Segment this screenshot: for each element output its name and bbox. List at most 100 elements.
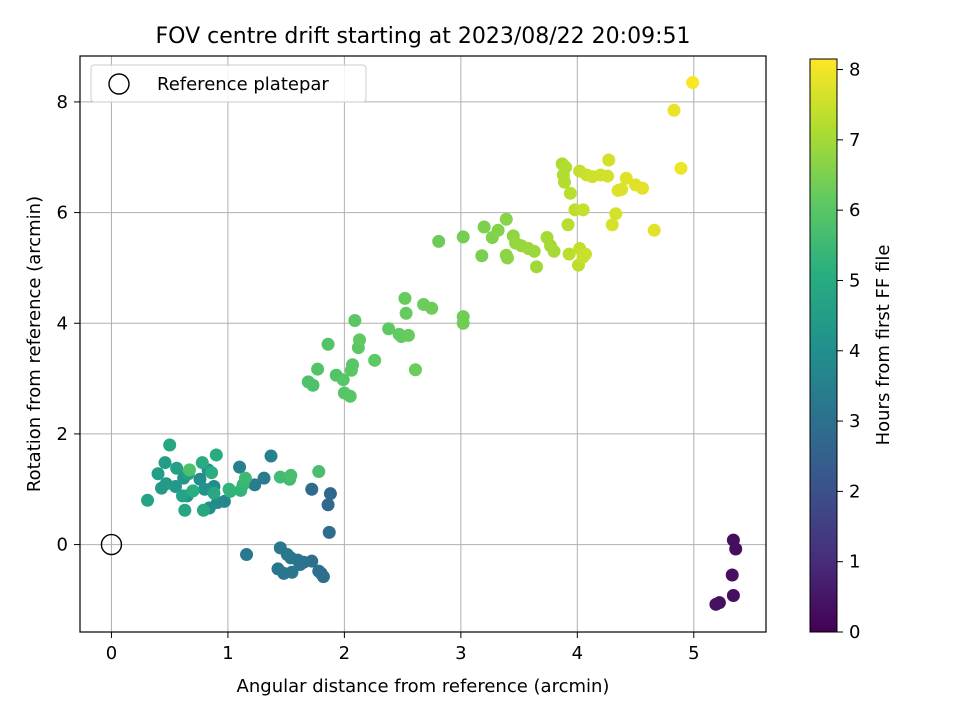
x-tick-label: 2 [339,643,350,664]
scatter-point [408,363,422,377]
scatter-point [163,438,177,452]
colorbar-tick-label: 5 [849,270,860,291]
x-tick-label: 3 [455,643,466,664]
x-axis-ticks: 0 1 2 3 4 5 [106,632,700,664]
y-axis-ticks: 0 2 4 6 8 [57,92,80,556]
scatter-point [353,333,367,347]
scatter-point [725,568,739,582]
scatter-point [558,175,572,189]
reference-point [100,533,123,556]
scatter-point [233,460,247,474]
colorbar-tick-label: 0 [849,622,860,643]
plot-frame [79,55,767,633]
scatter-point [155,481,169,495]
scatter-point [207,486,221,500]
scatter-point [141,493,155,507]
scatter-point [491,223,505,237]
scatter-point [151,467,165,481]
scatter-point [273,541,287,555]
scatter-point [205,466,219,480]
scatter-point [323,487,337,501]
scatter-point [578,247,592,261]
scatter-point [547,244,561,258]
scatter-point [312,564,326,578]
scatter-point [562,247,576,261]
scatter-point [311,362,325,376]
scatter-point [264,449,278,463]
scatter-point [182,463,196,477]
chart-title: FOV centre drift starting at 2023/08/22 … [156,24,691,49]
scatter-point [615,182,629,196]
y-tick-label: 8 [57,92,68,113]
scatter-point [500,251,514,265]
scatter-point [619,171,633,185]
x-tick-label: 5 [688,643,699,664]
scatter-point [209,448,223,462]
scatter-point [178,503,192,517]
scatter-point [321,337,335,351]
scatter-point [456,230,470,244]
scatter-point [609,207,623,221]
scatter-point [432,234,446,248]
scatter-point [195,456,209,470]
scatter-point [399,306,413,320]
colorbar-label: Hours from first FF file [873,245,894,446]
scatter-point [271,562,285,576]
scatter-point [382,322,396,336]
colorbar-tick-label: 4 [849,341,860,362]
scatter-point [346,358,360,372]
x-tick-label: 0 [106,643,117,664]
scatter-point [729,542,743,556]
scatter-point [293,557,307,571]
scatter-point [322,525,336,539]
scatter-points [141,76,743,611]
legend-reference-marker [108,73,130,95]
scatter-point [576,203,590,217]
scatter-point [559,160,573,174]
scatter-point [499,212,513,226]
scatter-point [601,169,615,183]
colorbar-ticks: 0 1 2 3 4 5 6 7 8 [837,60,860,643]
scatter-point [686,76,700,90]
scatter-point [709,597,723,611]
scatter-point [456,316,470,330]
scatter-point [348,313,362,327]
scatter-point [647,223,661,237]
scatter-point [306,378,320,392]
legend-box [90,64,367,103]
colorbar-tick-label: 2 [849,481,860,502]
scatter-point [674,161,688,175]
scatter-point [186,484,200,498]
scatter-point [248,478,262,492]
scatter-point [312,465,326,479]
scatter-point [175,489,189,503]
scatter-point [605,218,619,232]
scatter-point [667,103,681,117]
scatter-point [238,471,252,485]
colorbar-tick-label: 8 [849,60,860,81]
scatter-point [257,471,271,485]
legend: Reference platepar [90,64,367,103]
y-tick-label: 4 [57,313,68,334]
scatter-point [343,389,357,403]
scatter-point [240,548,254,562]
y-tick-label: 0 [57,535,68,556]
colorbar-tick-label: 6 [849,200,860,221]
scatter-point [398,291,412,305]
scatter-point [193,472,207,486]
scatter-point [223,484,237,498]
x-tick-label: 1 [222,643,233,664]
scatter-point [530,260,544,274]
colorbar-tick-label: 7 [849,130,860,151]
scatter-point [336,373,350,387]
scatter-point [158,456,172,470]
reference-marker [100,533,123,556]
scatter-point [284,468,298,482]
scatter-point [196,503,210,517]
scatter-point [321,498,335,512]
x-axis-label: Angular distance from reference (arcmin) [237,676,610,697]
colorbar [809,58,838,633]
scatter-point [305,482,319,496]
scatter-point [726,588,740,602]
